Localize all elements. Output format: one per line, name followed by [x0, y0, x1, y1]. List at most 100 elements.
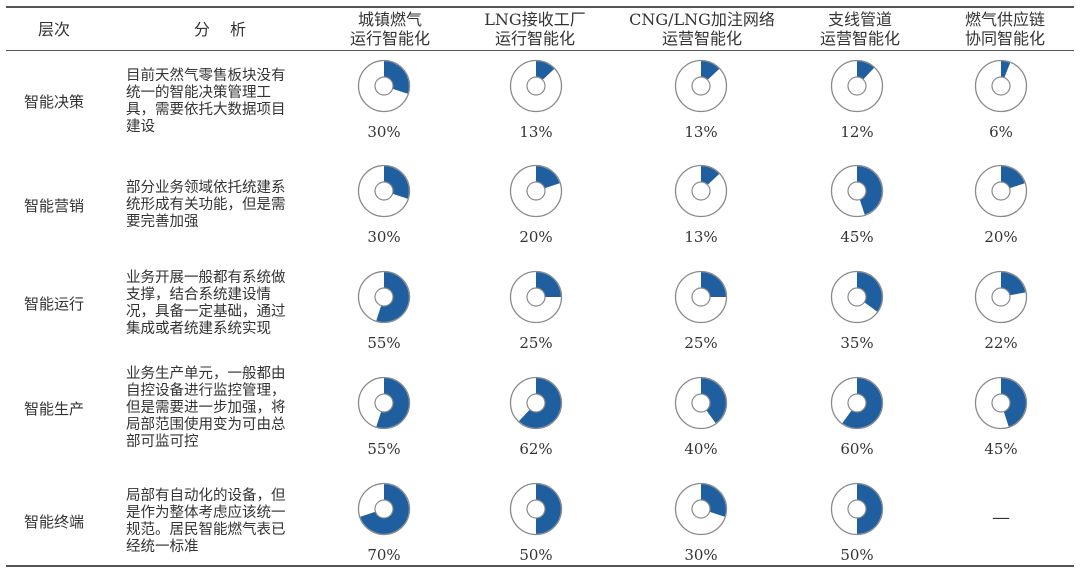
ring-hole — [374, 499, 394, 519]
progress-arc — [1001, 61, 1011, 78]
header-column-line: 支线管道 — [827, 10, 892, 29]
analysis-line: 但是需要进一步加强，将 — [126, 400, 286, 416]
header-column-1: 城镇燃气 运行智能化 — [320, 8, 460, 50]
percent-label: 62% — [519, 440, 553, 458]
analysis-line: 要完善加强 — [126, 214, 199, 230]
percent-label: 20% — [519, 228, 553, 246]
progress-arc — [701, 378, 726, 424]
progress-ring-chart — [357, 164, 411, 218]
header-analysis: 分 析 — [126, 8, 316, 50]
no-data-label: — — [992, 507, 1010, 528]
header-level-label: 层次 — [37, 19, 70, 39]
percent-label: 55% — [367, 334, 401, 352]
analysis-line: 部可监可控 — [126, 434, 199, 450]
percent-label: 30% — [684, 546, 718, 564]
row-level-label: 智能运行 — [23, 295, 84, 313]
ring-hole — [847, 287, 867, 307]
table-bottom-rule — [6, 565, 1074, 567]
progress-cell: 50% — [486, 481, 586, 577]
progress-cell: 13% — [651, 163, 751, 259]
analysis-line: 经统一标准 — [126, 539, 199, 555]
progress-ring-chart — [830, 376, 884, 430]
ring-hole — [991, 287, 1011, 307]
progress-arc — [376, 378, 409, 428]
progress-ring-chart — [674, 482, 728, 536]
analysis-line: 况，具备一定基础，通过 — [126, 304, 286, 320]
ring-hole — [691, 76, 711, 96]
percent-label: 13% — [684, 123, 718, 141]
progress-arc — [384, 61, 409, 94]
analysis-line: 统形成有关功能，但是需 — [126, 197, 286, 213]
analysis-line: 自控设备进行监控管理， — [126, 383, 286, 399]
progress-arc — [857, 61, 875, 80]
header-column-4: 支线管道 运营智能化 — [790, 8, 930, 50]
percent-label: 20% — [984, 228, 1018, 246]
row-analysis-text: 业务开展一般都有系统做 支撑，结合系统建设情 况，具备一定基础，通过 集成或者统建系统… — [126, 270, 316, 338]
header-column-line: 燃气供应链 — [964, 10, 1045, 29]
progress-cell: 6% — [951, 58, 1051, 154]
percent-label: 12% — [840, 123, 874, 141]
progress-ring-chart — [509, 482, 563, 536]
progress-arc — [376, 272, 409, 322]
progress-ring-chart — [357, 376, 411, 430]
ring-hole — [374, 181, 394, 201]
header-column-line: 运营智能化 — [819, 29, 900, 48]
percent-label: 50% — [840, 546, 874, 564]
ring-hole — [991, 76, 1011, 96]
progress-ring-chart — [830, 164, 884, 218]
progress-ring-chart — [357, 482, 411, 536]
progress-cell: 70% — [334, 481, 434, 577]
progress-arc — [857, 272, 882, 312]
percent-label: 6% — [989, 123, 1013, 141]
progress-cell: 30% — [651, 481, 751, 577]
progress-arc — [384, 166, 409, 199]
progress-ring-chart — [357, 59, 411, 113]
analysis-line: 具，需要依托大数据项目 — [126, 102, 286, 118]
progress-arc — [701, 484, 726, 517]
progress-cell: 62% — [486, 375, 586, 471]
progress-ring-chart — [830, 59, 884, 113]
percent-label: 13% — [684, 228, 718, 246]
progress-arc — [536, 166, 560, 189]
ring-hole — [526, 393, 546, 413]
ring-hole — [847, 393, 867, 413]
ring-hole — [691, 287, 711, 307]
progress-ring-chart — [674, 376, 728, 430]
header-analysis-label: 分 析 — [193, 19, 248, 39]
ring-hole — [691, 393, 711, 413]
progress-cell: 22% — [951, 269, 1051, 365]
header-column-line: 运行智能化 — [494, 29, 575, 48]
ring-hole — [991, 393, 1011, 413]
row-analysis-text: 部分业务领域依托统建系 统形成有关功能，但是需 要完善加强 — [126, 180, 316, 231]
percent-label: 40% — [684, 440, 718, 458]
ring-hole — [691, 181, 711, 201]
analysis-line: 业务开展一般都有系统做 — [126, 270, 286, 286]
header-column-3: CNG/LNG加注网络 运营智能化 — [612, 8, 792, 50]
percent-label: 13% — [519, 123, 553, 141]
progress-cell: 50% — [807, 481, 907, 577]
percent-label: 35% — [840, 334, 874, 352]
row-analysis-text: 目前天然气零售板块没有 统一的智能决策管理工 具，需要依托大数据项目 建设 — [126, 68, 316, 136]
analysis-line: 统一的智能决策管理工 — [126, 85, 271, 101]
progress-arc — [1001, 272, 1026, 296]
progress-arc — [536, 272, 561, 297]
row-level-label: 智能生产 — [23, 399, 84, 418]
ring-hole — [847, 499, 867, 519]
progress-cell: 55% — [334, 375, 434, 471]
header-rule — [6, 50, 1074, 51]
percent-label: 45% — [840, 228, 874, 246]
progress-arc — [701, 166, 720, 185]
header-column-2: LNG接收工厂 运行智能化 — [470, 8, 600, 50]
header-column-line: 运行智能化 — [349, 29, 430, 48]
progress-cell: 35% — [807, 269, 907, 365]
header-column-line: 协同智能化 — [964, 29, 1045, 48]
analysis-line: 是作为整体考虑应该统一 — [126, 505, 286, 521]
progress-ring-chart — [509, 376, 563, 430]
percent-label: 25% — [519, 334, 553, 352]
header-column-line: 城镇燃气 — [357, 10, 422, 29]
ring-hole — [991, 181, 1011, 201]
header-column-line: CNG/LNG加注网络 — [629, 10, 775, 29]
progress-ring-chart — [974, 59, 1028, 113]
row-level-label: 智能营销 — [23, 196, 84, 215]
percent-label: 60% — [840, 440, 874, 458]
